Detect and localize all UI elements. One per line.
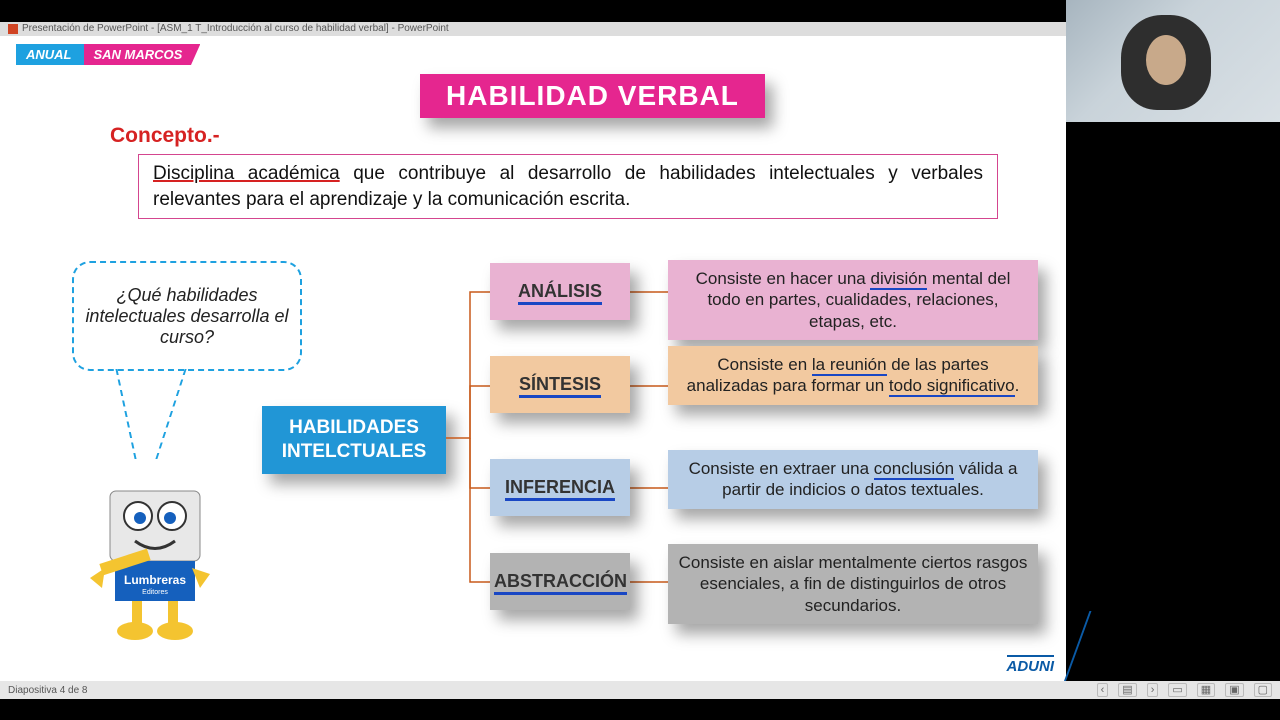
next-icon[interactable]: › bbox=[1147, 683, 1159, 697]
svg-text:Editores: Editores bbox=[142, 589, 168, 596]
node-analisis: ANÁLISIS bbox=[490, 263, 630, 320]
notes-icon[interactable]: ▤ bbox=[1118, 683, 1136, 697]
course-badge: ANUAL SAN MARCOS bbox=[16, 44, 200, 65]
reading-view-icon[interactable]: ▣ bbox=[1225, 683, 1243, 697]
slideshow-icon[interactable]: ▢ bbox=[1254, 683, 1272, 697]
status-bar: Diapositiva 4 de 8 ‹ ▤ › ▭ ▦ ▣ ▢ bbox=[0, 681, 1280, 699]
bubble-tail bbox=[155, 369, 224, 459]
aduni-logo: ADUNI bbox=[1007, 655, 1055, 675]
definition-underline: Disciplina académica bbox=[153, 163, 340, 184]
badge-anual: ANUAL bbox=[16, 44, 84, 65]
node-abstraccion: ABSTRACCIÓN bbox=[490, 553, 630, 610]
node-sintesis: SÍNTESIS bbox=[490, 356, 630, 413]
definition-box: Disciplina académica que contribuye al d… bbox=[138, 154, 998, 219]
slide-counter: Diapositiva 4 de 8 bbox=[8, 685, 88, 696]
desc-analisis: Consiste en hacer una división mental de… bbox=[668, 260, 1038, 340]
titlebar-text: Presentación de PowerPoint - [ASM_1 T_In… bbox=[22, 22, 449, 36]
badge-sanmarcos: SAN MARCOS bbox=[84, 44, 201, 65]
desc-inferencia: Consiste en extraer una conclusión válid… bbox=[668, 450, 1038, 509]
letterbox-bottom bbox=[0, 699, 1280, 720]
svg-text:Lumbreras: Lumbreras bbox=[124, 573, 186, 587]
slide-canvas: ANUAL SAN MARCOS HABILIDAD VERBAL Concep… bbox=[0, 36, 1066, 681]
sorter-view-icon[interactable]: ▦ bbox=[1197, 683, 1215, 697]
view-controls[interactable]: ‹ ▤ › ▭ ▦ ▣ ▢ bbox=[1097, 683, 1272, 697]
webcam-feed bbox=[1066, 0, 1280, 122]
speech-bubble: ¿Qué habilidades intelectuales desarroll… bbox=[72, 261, 302, 371]
desc-abstraccion: Consiste en aislar mentalmente ciertos r… bbox=[668, 544, 1038, 624]
hub-box: HABILIDADES INTELCTUALES bbox=[262, 406, 446, 474]
desc-sintesis: Consiste en la reunión de las partes ana… bbox=[668, 346, 1038, 405]
slide-title: HABILIDAD VERBAL bbox=[420, 74, 765, 118]
node-inferencia: INFERENCIA bbox=[490, 459, 630, 516]
mascot-character: Lumbreras Editores bbox=[80, 466, 230, 641]
normal-view-icon[interactable]: ▭ bbox=[1168, 683, 1186, 697]
prev-icon[interactable]: ‹ bbox=[1097, 683, 1109, 697]
concepto-label: Concepto.- bbox=[110, 124, 220, 148]
powerpoint-icon bbox=[8, 24, 18, 34]
